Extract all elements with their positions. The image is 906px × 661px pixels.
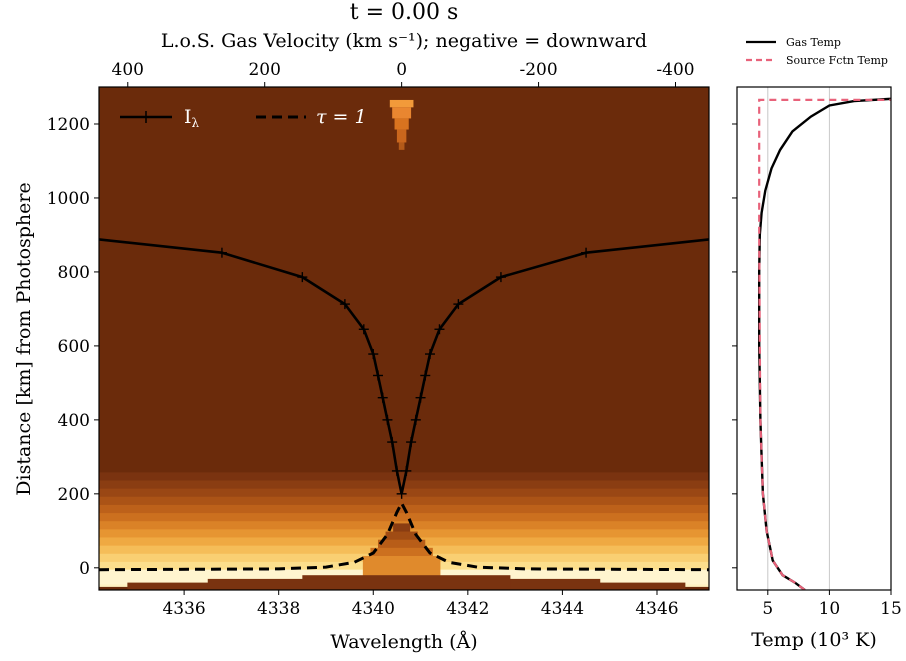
y-tick-label: 1000 [47,189,90,209]
main-legend: Iλ τ = 1 [120,106,367,130]
top-x-tick-label: 200 [248,60,280,80]
temperature-panel: 5 10 15 Temp (10³ K) Gas Temp Source Fctn … [732,36,902,651]
y-tick-label: 1200 [47,115,90,135]
legend-intensity-label: Iλ [184,106,200,130]
x-tick-label: 4340 [352,599,395,619]
temperature-x-axis-label: Temp (10³ K) [751,629,877,651]
tau-one-line [99,499,709,572]
heatmap-top-plume [398,142,405,150]
heatmap-top-plume [389,99,414,108]
legend-source-temp-label: Source Fctn Temp [786,54,888,67]
legend-gas-temp-label: Gas Temp [786,36,841,49]
main-panel: 4336 4338 4340 4342 4344 4346 0 200 400 600 800 100… [13,60,710,653]
top-x-tick-label: 0 [396,60,407,80]
heatmap-layer [99,87,709,590]
x-tick-label: 4346 [635,599,678,619]
temperature-ticks: 5 10 15 [732,123,902,619]
temperature-x-tick-label: 10 [819,599,841,619]
main-x-axis-label: Wavelength (Å) [330,631,477,653]
heatmap-top-plume [394,118,409,130]
heatmap-top-plume [396,129,407,143]
temperature-x-tick-label: 15 [880,599,902,619]
temperature-legend: Gas Temp Source Fctn Temp [746,36,888,67]
y-tick-label: 0 [79,559,90,579]
top-x-tick-label: -200 [519,60,557,80]
legend-tau-label: τ = 1 [316,106,367,128]
temperature-plot-frame [736,86,892,591]
heatmap-bottom-strip [302,575,511,590]
x-tick-label: 4344 [541,599,584,619]
temperature-lines-layer [758,97,891,590]
source-fctn-temp-line [758,98,891,590]
heatmap-band [99,513,709,522]
x-tick-label: 4342 [446,599,489,619]
y-tick-label: 200 [58,485,90,505]
x-tick-label: 4336 [162,599,205,619]
figure-title: t = 0.00 s [350,0,459,25]
x-tick-label: 4338 [257,599,300,619]
gas-temp-line [758,97,891,590]
main-lines-layer [99,238,709,572]
heatmap-band [99,488,709,498]
top-x-tick-label: -400 [656,60,694,80]
main-plot-frame [98,86,710,591]
y-tick-label: 600 [58,337,90,357]
heatmap-top-plume [392,107,412,119]
top-x-tick-label: 400 [112,60,144,80]
heatmap-band [99,496,709,506]
temperature-gridlines [767,87,830,590]
main-ticks: 4336 4338 4340 4342 4344 4346 0 200 400 600 800 100… [47,60,695,619]
top-axis-label: L.o.S. Gas Velocity (km s⁻¹); negative =… [161,30,647,52]
main-y-axis-label: Distance [km] from Photosphere [13,182,35,495]
temperature-x-tick-label: 5 [762,599,773,619]
y-tick-label: 800 [58,263,90,283]
y-tick-label: 400 [58,411,90,431]
